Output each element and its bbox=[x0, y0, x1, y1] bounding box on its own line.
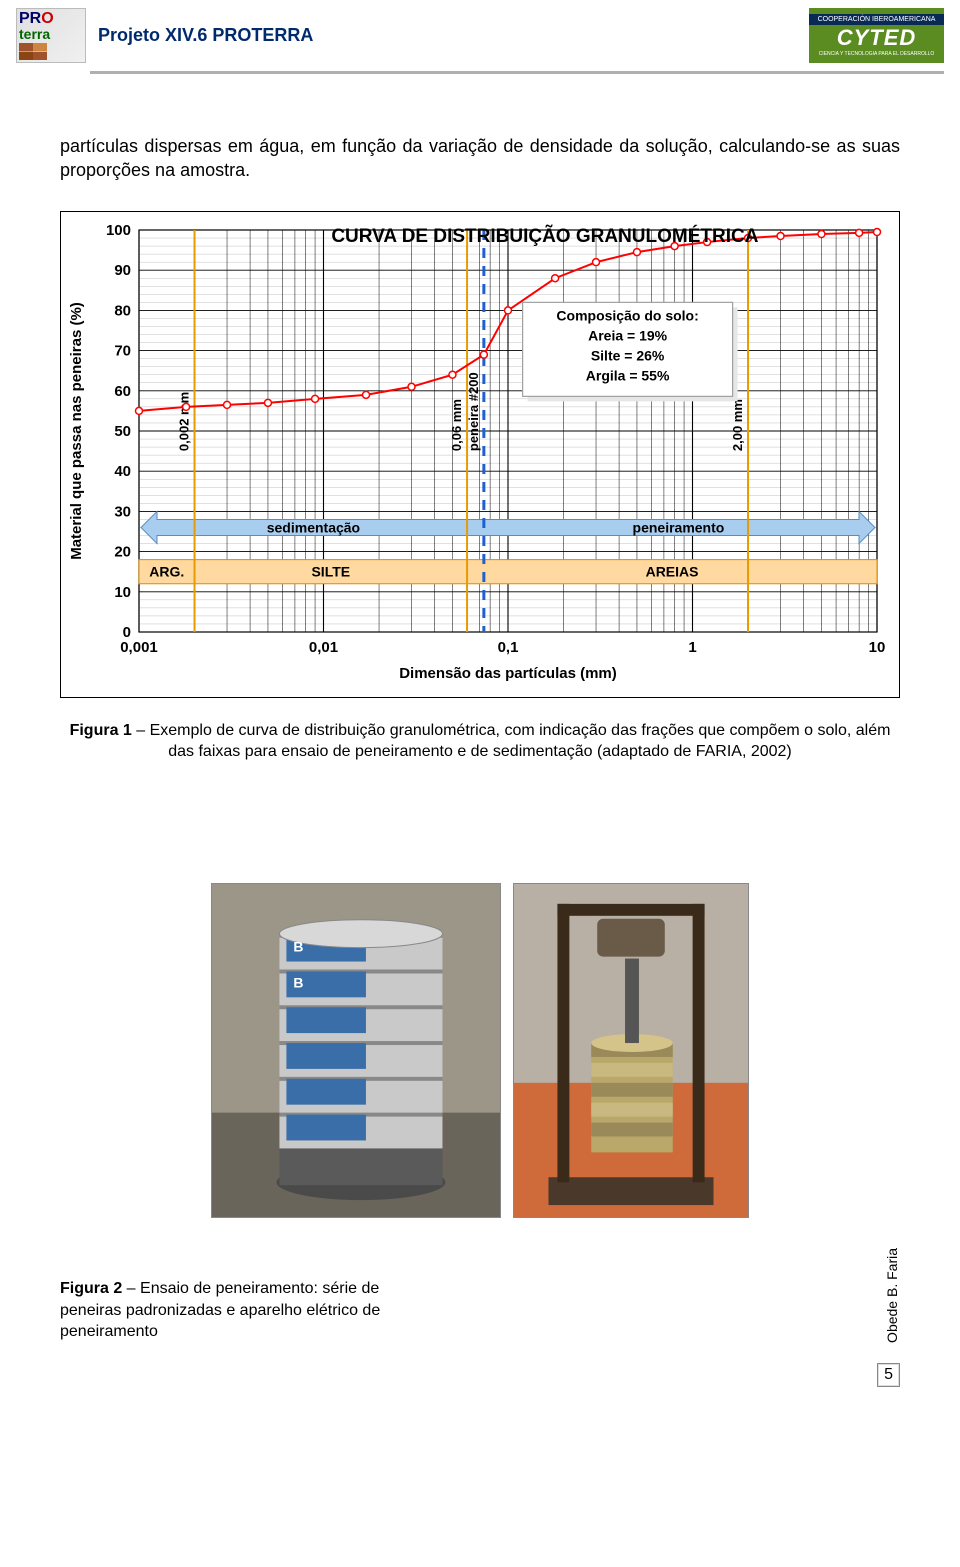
svg-text:10: 10 bbox=[114, 583, 131, 600]
svg-text:40: 40 bbox=[114, 463, 131, 480]
svg-text:Composição do solo:: Composição do solo: bbox=[556, 307, 698, 323]
chart-svg: 01020304050607080901000,0010,010,1110ARG… bbox=[61, 212, 897, 692]
svg-text:0,1: 0,1 bbox=[498, 639, 519, 656]
logo-text-pr: PR bbox=[19, 10, 41, 27]
svg-text:0,01: 0,01 bbox=[309, 639, 338, 656]
figure2-photos: B B bbox=[60, 883, 900, 1218]
page-header: PRO terra Projeto XIV.6 PROTERRA COOPERA… bbox=[0, 0, 960, 63]
logo-text-terra: terra bbox=[19, 27, 83, 41]
header-left: PRO terra Projeto XIV.6 PROTERRA bbox=[16, 8, 313, 63]
svg-text:SILTE: SILTE bbox=[311, 563, 350, 579]
svg-text:0,001: 0,001 bbox=[120, 639, 158, 656]
svg-text:2,00 mm: 2,00 mm bbox=[730, 399, 745, 451]
svg-text:30: 30 bbox=[114, 503, 131, 520]
svg-text:60: 60 bbox=[114, 382, 131, 399]
figure1-text: – Exemplo de curva de distribuição granu… bbox=[132, 722, 891, 761]
svg-text:1: 1 bbox=[688, 639, 696, 656]
proterra-logo: PRO terra bbox=[16, 8, 86, 63]
svg-text:B: B bbox=[293, 974, 303, 990]
cyted-main-text: CYTED bbox=[837, 25, 917, 51]
bricks-icon bbox=[19, 43, 47, 60]
page-number: 5 bbox=[877, 1363, 900, 1387]
project-title: Projeto XIV.6 PROTERRA bbox=[98, 25, 313, 46]
figure2-caption: Figura 2 – Ensaio de peneiramento: série… bbox=[60, 1278, 390, 1343]
figure1-label: Figura 1 bbox=[70, 722, 132, 739]
cyted-sub-text: CIENCIA Y TECNOLOGIA PARA EL DESARROLLO bbox=[819, 51, 935, 57]
svg-text:10: 10 bbox=[869, 639, 886, 656]
svg-text:peneiramento: peneiramento bbox=[633, 519, 725, 535]
svg-text:Areia = 19%: Areia = 19% bbox=[588, 327, 668, 343]
svg-text:B: B bbox=[293, 938, 303, 954]
photo-sieve-stack: B B bbox=[211, 883, 501, 1218]
svg-text:20: 20 bbox=[114, 543, 131, 560]
intro-paragraph: partículas dispersas em água, em função … bbox=[60, 134, 900, 183]
cyted-logo: COOPERACIÓN IBEROAMERICANA CYTED CIENCIA… bbox=[809, 8, 944, 63]
svg-text:Dimensão das partículas (mm): Dimensão das partículas (mm) bbox=[399, 665, 617, 682]
svg-text:sedimentação: sedimentação bbox=[267, 519, 360, 535]
svg-text:70: 70 bbox=[114, 342, 131, 359]
figure2-label: Figura 2 bbox=[60, 1280, 122, 1297]
svg-text:ARG.: ARG. bbox=[149, 563, 184, 579]
figure1-caption: Figura 1 – Exemplo de curva de distribui… bbox=[60, 720, 900, 763]
logo-text-o: O bbox=[41, 10, 53, 27]
svg-text:0,002 mm: 0,002 mm bbox=[177, 391, 192, 450]
svg-text:80: 80 bbox=[114, 302, 131, 319]
svg-text:90: 90 bbox=[114, 262, 131, 279]
svg-text:100: 100 bbox=[106, 222, 131, 239]
granulometric-chart: 01020304050607080901000,0010,010,1110ARG… bbox=[60, 211, 900, 698]
svg-text:Argila = 55%: Argila = 55% bbox=[586, 367, 670, 383]
svg-text:Material que passa nas peneira: Material que passa nas peneiras (%) bbox=[68, 302, 85, 560]
svg-text:0,06 mm: 0,06 mm bbox=[449, 399, 464, 451]
page-number-wrap: 5 bbox=[0, 1353, 960, 1387]
photo-sieve-machine bbox=[513, 883, 749, 1218]
svg-text:CURVA DE DISTRIBUIÇÃO GRANULOM: CURVA DE DISTRIBUIÇÃO GRANULOMÉTRICA bbox=[331, 225, 758, 247]
photo-credit: Obede B. Faria bbox=[884, 1248, 900, 1343]
cyted-top-text: COOPERACIÓN IBEROAMERICANA bbox=[809, 14, 944, 25]
svg-text:Silte = 26%: Silte = 26% bbox=[591, 347, 665, 363]
svg-text:50: 50 bbox=[114, 423, 131, 440]
svg-text:peneira #200: peneira #200 bbox=[466, 372, 481, 451]
svg-text:AREIAS: AREIAS bbox=[646, 563, 699, 579]
